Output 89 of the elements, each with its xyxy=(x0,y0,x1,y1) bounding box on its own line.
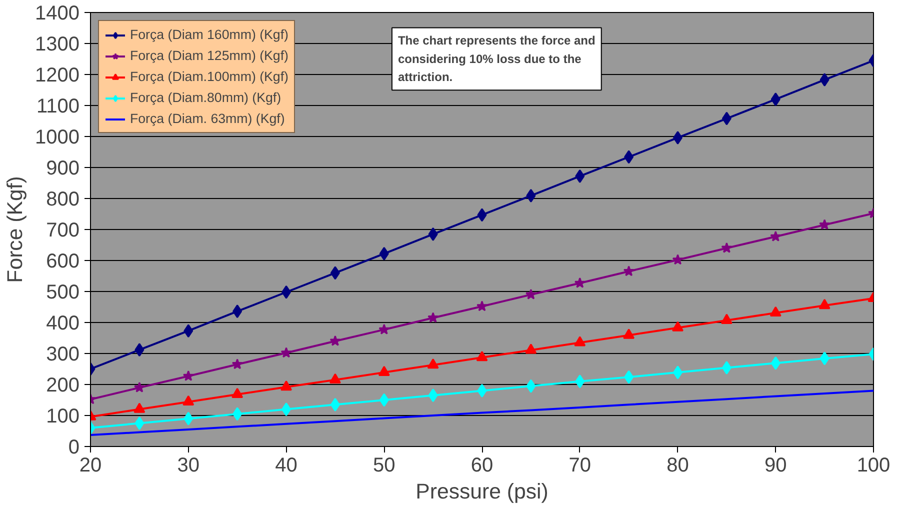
legend-label: Força (Diam 125mm) (Kgf) xyxy=(130,48,288,63)
point xyxy=(182,395,194,406)
point xyxy=(134,416,144,430)
x-tick-label: 100 xyxy=(856,454,890,476)
point xyxy=(525,344,537,354)
point xyxy=(280,347,292,358)
point xyxy=(722,112,732,126)
point xyxy=(820,73,830,87)
legend-label: Força (Diam.100mm) (Kgf) xyxy=(130,69,288,84)
point xyxy=(722,361,732,375)
point xyxy=(330,398,340,412)
point xyxy=(624,370,634,384)
point xyxy=(232,388,244,398)
y-tick-label: 1200 xyxy=(35,64,80,86)
point xyxy=(526,188,536,202)
x-tick-label: 60 xyxy=(470,454,494,476)
point xyxy=(476,300,488,312)
point xyxy=(379,246,389,260)
point xyxy=(232,304,242,318)
point xyxy=(770,306,782,317)
point xyxy=(672,321,684,332)
x-tick-label: 90 xyxy=(764,454,787,476)
y-axis-title: Force (Kgf) xyxy=(3,176,28,283)
point xyxy=(232,407,242,421)
y-tick-label: 500 xyxy=(46,282,80,304)
x-tick-label: 50 xyxy=(373,454,396,476)
annotation: The chart represents the force and considering 10% loss due to the attriction. xyxy=(398,34,596,84)
point xyxy=(623,266,634,276)
point xyxy=(819,219,830,230)
point xyxy=(428,388,438,402)
point xyxy=(476,351,488,362)
point xyxy=(770,356,780,370)
point xyxy=(526,379,536,393)
point xyxy=(330,266,340,280)
point xyxy=(428,312,439,323)
point xyxy=(525,288,536,300)
legend-label: Força (Diam.80mm) (Kgf) xyxy=(130,90,282,105)
point xyxy=(820,352,830,366)
point xyxy=(378,324,390,334)
point xyxy=(182,370,194,381)
point xyxy=(134,402,146,413)
x-tick-label: 20 xyxy=(79,454,102,476)
point xyxy=(623,328,635,339)
point xyxy=(232,358,243,370)
point xyxy=(770,92,780,106)
y-tick-label: 200 xyxy=(46,374,80,396)
line-series xyxy=(90,390,874,436)
point xyxy=(477,208,487,222)
point xyxy=(770,230,782,242)
y-tick-label: 800 xyxy=(46,188,80,210)
x-tick-label: 30 xyxy=(177,454,200,476)
y-tick-label: 100 xyxy=(46,406,80,428)
x-tick-label: 40 xyxy=(275,454,298,476)
point xyxy=(329,373,341,384)
y-tick-label: 0 xyxy=(68,436,80,458)
point xyxy=(721,242,732,253)
y-tick-label: 900 xyxy=(46,158,80,180)
point xyxy=(379,393,389,407)
point xyxy=(575,374,585,388)
y-tick-label: 1400 xyxy=(35,2,80,24)
y-tick-label: 1000 xyxy=(35,126,80,148)
point xyxy=(378,366,390,376)
x-axis-title: Pressure (psi) xyxy=(416,480,548,504)
point xyxy=(720,314,732,324)
point xyxy=(574,277,586,288)
point xyxy=(184,412,194,426)
point xyxy=(134,382,145,392)
y-tick-label: 1300 xyxy=(35,34,80,56)
point xyxy=(624,150,634,164)
point xyxy=(134,343,144,357)
point xyxy=(477,384,487,398)
point xyxy=(575,169,585,183)
point xyxy=(280,380,292,391)
y-tick-label: 700 xyxy=(46,220,80,242)
legend-label: Força (Diam 160mm) (Kgf) xyxy=(130,27,288,42)
y-tick-label: 600 xyxy=(46,250,80,272)
x-tick-label: 70 xyxy=(568,454,591,476)
x-tick-label: 80 xyxy=(666,454,689,476)
point xyxy=(672,254,684,265)
point xyxy=(818,298,830,310)
y-tick-label: 300 xyxy=(46,344,80,366)
point xyxy=(330,335,341,346)
point xyxy=(427,358,439,369)
point xyxy=(428,227,438,241)
y-tick-label: 400 xyxy=(46,312,80,334)
point xyxy=(184,324,194,338)
y-tick-label: 1100 xyxy=(36,96,80,118)
point xyxy=(574,336,586,346)
legend-label: Força (Diam. 63mm) (Kgf) xyxy=(130,111,285,126)
